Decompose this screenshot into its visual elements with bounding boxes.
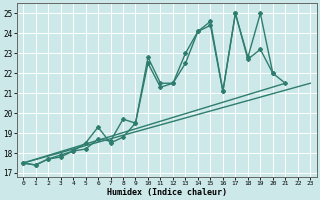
X-axis label: Humidex (Indice chaleur): Humidex (Indice chaleur): [107, 188, 227, 197]
